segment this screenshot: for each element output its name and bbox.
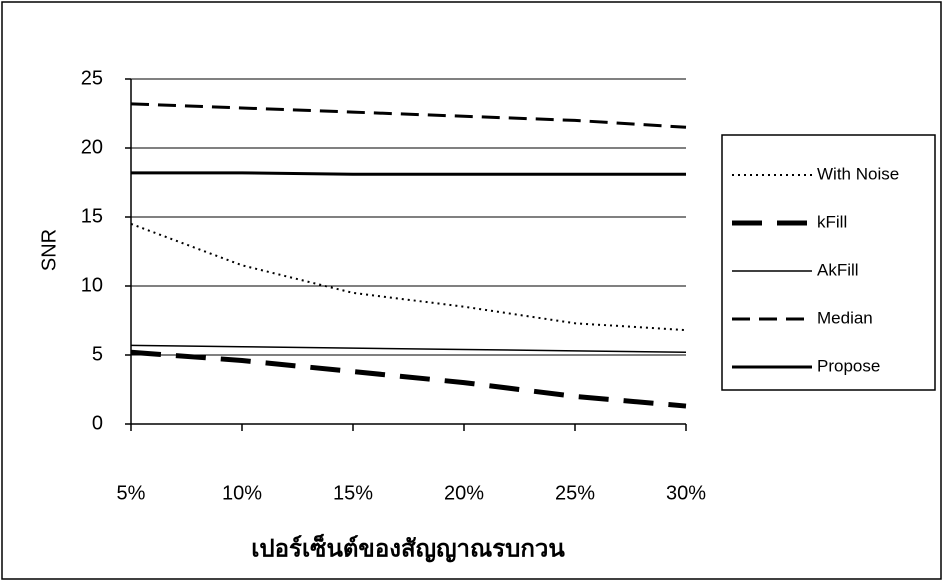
y-axis-title: SNR <box>38 229 60 271</box>
y-tick-label: 10 <box>81 274 103 296</box>
y-tick-label: 0 <box>92 412 103 434</box>
y-tick-label: 5 <box>92 343 103 365</box>
legend-box <box>721 134 936 391</box>
x-tick-label: 30% <box>666 482 706 504</box>
legend-label: kFill <box>817 212 847 231</box>
x-tick-label: 15% <box>333 482 373 504</box>
x-tick-label: 20% <box>444 482 484 504</box>
y-tick-label: 25 <box>81 67 103 89</box>
x-tick-label: 10% <box>222 482 262 504</box>
legend-label: Propose <box>817 356 880 375</box>
legend-label: AkFill <box>817 260 859 279</box>
series-line <box>131 171 686 176</box>
x-axis-title: เปอร์เซ็นต์ของสัญญาณรบกวน <box>251 533 565 562</box>
y-tick-label: 15 <box>81 205 103 227</box>
series-line <box>130 349 687 409</box>
x-tick-label: 25% <box>555 482 595 504</box>
series-line <box>130 102 687 129</box>
x-tick-label: 5% <box>117 482 146 504</box>
legend-label: With Noise <box>817 164 899 183</box>
legend-label: Median <box>817 308 873 327</box>
series-line <box>130 222 687 332</box>
series-line <box>130 344 687 353</box>
y-tick-label: 20 <box>81 136 103 158</box>
